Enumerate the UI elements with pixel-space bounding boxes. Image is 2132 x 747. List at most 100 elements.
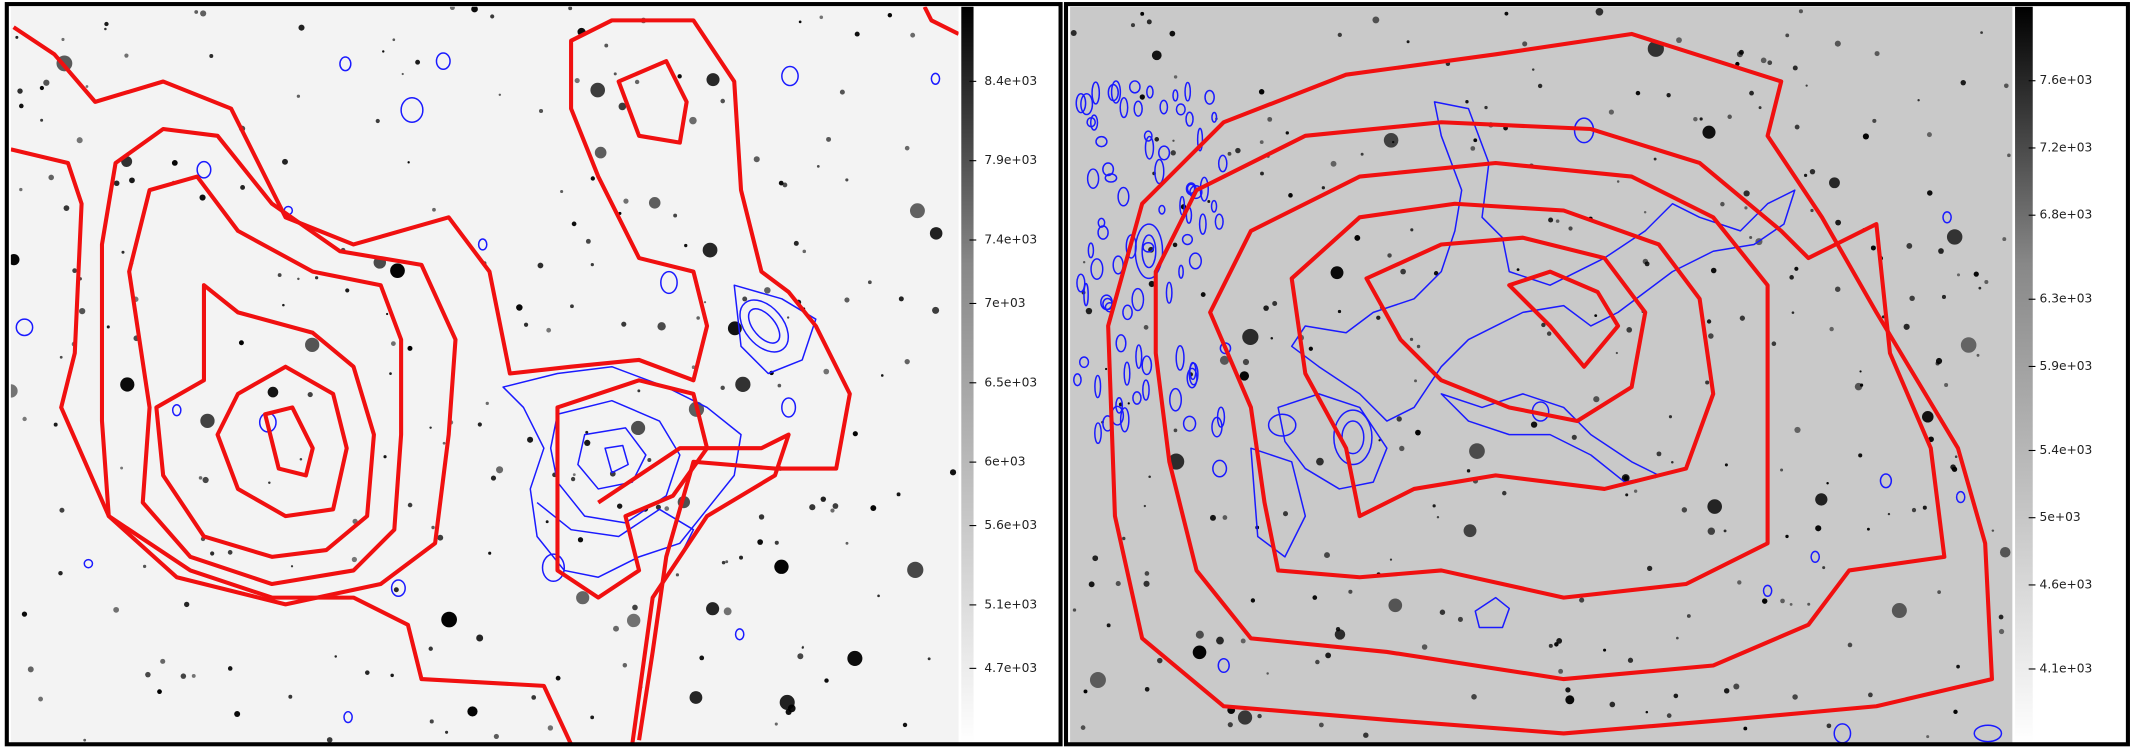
star: [407, 161, 409, 163]
star: [1568, 226, 1572, 230]
star: [297, 95, 300, 98]
star: [910, 203, 925, 218]
star: [1390, 559, 1392, 561]
star: [1467, 469, 1470, 472]
star: [394, 587, 399, 592]
star: [288, 695, 292, 699]
star: [431, 526, 434, 529]
star: [845, 178, 848, 181]
colorbar-right: [2015, 7, 2033, 743]
star: [1228, 152, 1232, 156]
star: [282, 304, 285, 307]
figure: 8.4e+037.9e+037.4e+037e+036.5e+036e+035.…: [0, 0, 2132, 747]
star: [382, 50, 384, 52]
star: [1144, 505, 1146, 507]
star: [1354, 235, 1360, 241]
star: [1565, 687, 1570, 692]
star: [1815, 525, 1821, 531]
star: [1702, 126, 1715, 139]
star: [817, 165, 820, 168]
star: [699, 656, 704, 661]
star: [1147, 19, 1152, 24]
star: [305, 338, 319, 352]
star: [1892, 603, 1907, 618]
star: [673, 214, 677, 218]
star: [556, 676, 561, 681]
star: [1759, 106, 1762, 109]
star: [1978, 287, 1981, 290]
star: [1235, 148, 1240, 153]
star: [291, 565, 293, 567]
colorbar-tick-label: 6.5e+03: [984, 375, 1037, 389]
star: [1749, 236, 1752, 239]
star: [145, 672, 151, 678]
star: [833, 503, 839, 509]
star: [121, 251, 124, 254]
star: [706, 602, 719, 615]
star: [1548, 217, 1553, 222]
star: [1315, 660, 1320, 665]
star: [1319, 723, 1324, 728]
star: [1609, 109, 1614, 114]
star: [591, 263, 594, 266]
star: [1761, 58, 1767, 64]
star: [430, 719, 434, 723]
star: [604, 44, 608, 48]
star: [1387, 253, 1391, 257]
star: [1193, 645, 1207, 659]
star: [1361, 153, 1364, 156]
star: [1309, 347, 1313, 351]
star: [1272, 301, 1277, 306]
star: [1762, 598, 1767, 603]
star: [1829, 327, 1833, 331]
star: [1228, 722, 1233, 727]
star: [1780, 599, 1785, 604]
star: [1708, 528, 1715, 535]
star: [1210, 515, 1216, 521]
star: [1733, 683, 1739, 689]
star: [1565, 695, 1574, 704]
star: [1780, 468, 1783, 471]
colorbar-tick-label: 6.3e+03: [2040, 292, 2093, 306]
star: [1956, 665, 1960, 669]
colorbar-tick-label: 5.9e+03: [2040, 359, 2093, 373]
star: [797, 653, 803, 659]
star: [8, 254, 19, 265]
star: [1617, 180, 1620, 183]
star: [1071, 30, 1077, 36]
star: [560, 190, 563, 193]
star: [706, 73, 719, 86]
star: [104, 22, 108, 26]
colorbar-tick-label: 7.6e+03: [2040, 73, 2093, 87]
star: [486, 402, 489, 405]
star: [721, 386, 725, 390]
star: [1207, 200, 1210, 203]
star: [315, 276, 318, 279]
star: [1912, 508, 1916, 512]
star: [844, 297, 849, 302]
star: [268, 387, 279, 398]
star: [1324, 552, 1330, 558]
star: [1806, 85, 1808, 87]
star: [1858, 453, 1862, 457]
star: [1984, 280, 1988, 284]
star: [627, 614, 640, 627]
star: [1646, 711, 1649, 714]
star: [443, 442, 446, 445]
star: [1471, 694, 1477, 700]
star: [157, 689, 162, 694]
star: [19, 188, 22, 191]
star: [821, 496, 826, 501]
star: [1603, 649, 1606, 652]
star: [2007, 154, 2011, 158]
star: [488, 552, 491, 555]
star: [1547, 331, 1551, 335]
star: [725, 560, 728, 563]
star: [778, 384, 782, 388]
star: [1974, 271, 1979, 276]
star: [1792, 694, 1797, 699]
star: [120, 467, 123, 470]
star: [950, 469, 956, 475]
star: [471, 6, 478, 13]
colorbar-tick-label: 6e+03: [984, 455, 1025, 469]
